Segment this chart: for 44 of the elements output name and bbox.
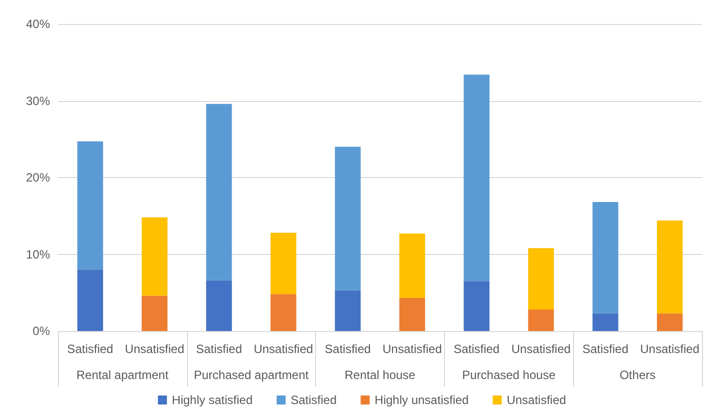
y-tick-label: 10% <box>26 247 50 262</box>
text: Rental apartment <box>76 368 170 382</box>
bar <box>528 310 554 331</box>
y-tick-label: 30% <box>26 94 50 108</box>
y-tick-label: 20% <box>26 170 50 184</box>
legend-label: Highly satisfied <box>172 393 253 407</box>
legend-label: Satisfied <box>290 393 337 407</box>
bar <box>334 290 361 331</box>
bar <box>592 313 618 331</box>
x-tick-label: Satisfied <box>67 342 114 356</box>
legend-label: Highly unsatisfied <box>374 393 469 407</box>
x-tick-label: Satisfied <box>582 342 628 356</box>
bar <box>270 232 296 294</box>
bar <box>206 104 232 280</box>
x-tick-label: Unsatisfied <box>511 342 571 356</box>
y-tick-label: 40% <box>26 17 50 31</box>
x-tick-label: Satisfied <box>454 342 500 356</box>
text: Purchased house <box>462 368 556 382</box>
bar <box>206 280 232 331</box>
x-tick-label: Satisfied <box>196 342 242 356</box>
bar <box>464 74 490 282</box>
bar <box>399 234 426 298</box>
bar <box>334 146 361 290</box>
bar <box>399 298 426 331</box>
bar <box>464 281 490 331</box>
text: Rental house <box>344 368 416 382</box>
x-tick-label: Unsatisfied <box>124 342 184 356</box>
bar <box>142 296 168 331</box>
bar <box>142 217 168 296</box>
x-tick-label: Unsatisfied <box>254 342 314 356</box>
y-tick-label: 0% <box>32 324 50 338</box>
x-tick-label: Satisfied <box>324 342 371 356</box>
x-tick-label: Unsatisfied <box>382 342 442 356</box>
legend-label: Unsatisfied <box>506 393 566 407</box>
x-tick-label: Unsatisfied <box>640 342 700 356</box>
bar <box>656 313 683 331</box>
bar <box>77 270 104 331</box>
text: Others <box>620 368 656 382</box>
text: Purchased apartment <box>194 368 310 382</box>
bar <box>592 202 618 314</box>
bar <box>656 220 683 314</box>
bar <box>528 248 554 310</box>
bar <box>270 294 296 331</box>
bar <box>77 141 104 270</box>
